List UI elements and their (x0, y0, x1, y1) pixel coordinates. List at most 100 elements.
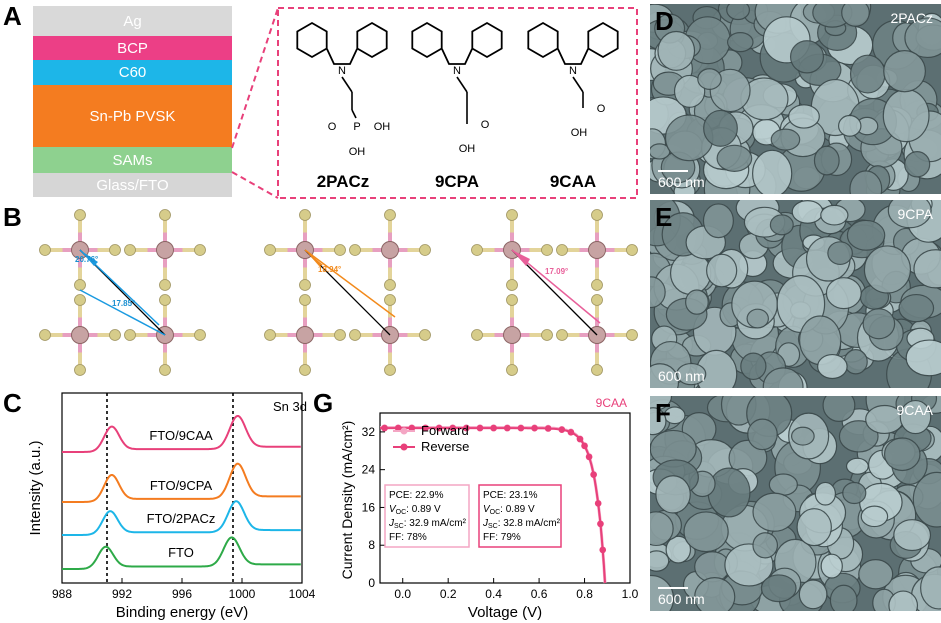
halide-atom (384, 209, 396, 221)
grain (841, 4, 870, 27)
layer-label: C60 (118, 64, 147, 81)
grain (893, 519, 932, 552)
halide-atom (626, 329, 638, 341)
box-v: V (389, 504, 397, 515)
angle-wedge (512, 250, 530, 266)
panel-label-f: F (655, 398, 671, 428)
svg-text:JSC: 32.8 mA/cm²: JSC: 32.8 mA/cm² (482, 518, 561, 530)
benzene-ring (471, 21, 503, 59)
jv-marker (503, 424, 511, 432)
side-chain: P O OH OH (328, 76, 390, 158)
xps-series-line (62, 415, 301, 453)
jv-marker (544, 425, 552, 432)
grain (820, 204, 849, 226)
box-v-sub: OC (490, 509, 501, 516)
jv-marker (449, 424, 457, 432)
grain (768, 473, 798, 496)
jv-marker (567, 429, 575, 436)
grain (882, 88, 930, 143)
grain (707, 467, 751, 518)
grain (685, 289, 709, 315)
x-tick-label: 992 (112, 587, 132, 601)
halide-atom (591, 364, 603, 376)
halide-atom (349, 329, 361, 341)
grain (904, 151, 931, 178)
box-j-sub: SC (394, 523, 404, 530)
halide-atom (506, 364, 518, 376)
atom-label: O (481, 119, 490, 131)
jv-marker (435, 424, 443, 432)
legend-forward: Forward (421, 423, 469, 438)
grain (846, 219, 886, 251)
atom-label: O (328, 121, 337, 133)
series-label: FTO (168, 545, 194, 560)
benzene-ring (411, 21, 443, 59)
layer-label: Sn-Pb PVSK (89, 107, 176, 125)
grain (791, 200, 824, 224)
grain (883, 50, 926, 93)
molecule-box (277, 7, 638, 199)
box-ff: FF: 79% (483, 532, 521, 543)
x-tick-label: 1.0 (622, 587, 639, 601)
grain (863, 245, 912, 294)
metal-atom (381, 241, 399, 259)
box-v-val: : 0.89 V (406, 504, 441, 515)
scale-text: 600 nm (658, 174, 705, 190)
halide-atom (471, 244, 483, 256)
halide-atom (541, 329, 553, 341)
grain (760, 574, 797, 603)
halide-atom (556, 329, 568, 341)
atom-label: OH (349, 146, 366, 158)
grain (843, 349, 868, 375)
grain (814, 481, 836, 506)
grain (898, 293, 935, 323)
layer-c60: C60 (33, 60, 232, 85)
layer-sams: SAMs (33, 147, 232, 173)
grain (650, 363, 680, 388)
grain (683, 511, 729, 553)
metal-atom (71, 326, 89, 344)
box-j: J (388, 518, 395, 529)
grain (740, 352, 767, 381)
halide-atom (471, 329, 483, 341)
svg-text:VOC: 0.89 V: VOC: 0.89 V (483, 504, 535, 516)
grain (820, 553, 843, 579)
halide-atom (299, 294, 311, 306)
jv-marker (597, 520, 604, 528)
grain (650, 574, 675, 611)
grain (883, 437, 921, 472)
jv-title: 9CAA (596, 396, 627, 410)
x-axis-label: Voltage (V) (468, 604, 542, 621)
y-tick-label: 16 (362, 500, 376, 514)
atom-label: N (569, 65, 577, 77)
layer-label: SAMs (112, 151, 153, 169)
carbazole: N (527, 21, 619, 77)
halide-atom (506, 279, 518, 291)
grain (827, 241, 853, 266)
grain (838, 420, 879, 453)
jv-marker (490, 424, 497, 432)
zoom-line-top (231, 7, 279, 149)
halide-atom (74, 279, 86, 291)
atom-label: O (597, 103, 606, 115)
angle-label-b1: 18.94° (318, 265, 341, 274)
grain (822, 396, 856, 422)
y-tick-label: 32 (362, 425, 376, 439)
atom-label: P (353, 121, 360, 133)
angle-label-c1: 17.09° (545, 267, 568, 276)
halide-atom (591, 209, 603, 221)
grain (862, 308, 896, 340)
halide-atom (194, 329, 206, 341)
grain (905, 339, 941, 377)
x-tick-label: 988 (52, 587, 72, 601)
sem-label: 2PACz (890, 10, 933, 26)
legend-marker-forward (400, 427, 408, 435)
xps-series-line (62, 536, 301, 570)
grain (913, 249, 941, 289)
benzene-ring (356, 21, 388, 59)
grain (676, 362, 707, 386)
grain (790, 426, 815, 446)
jv-marker (594, 500, 602, 507)
grain (762, 367, 804, 388)
plot-frame (379, 412, 631, 584)
